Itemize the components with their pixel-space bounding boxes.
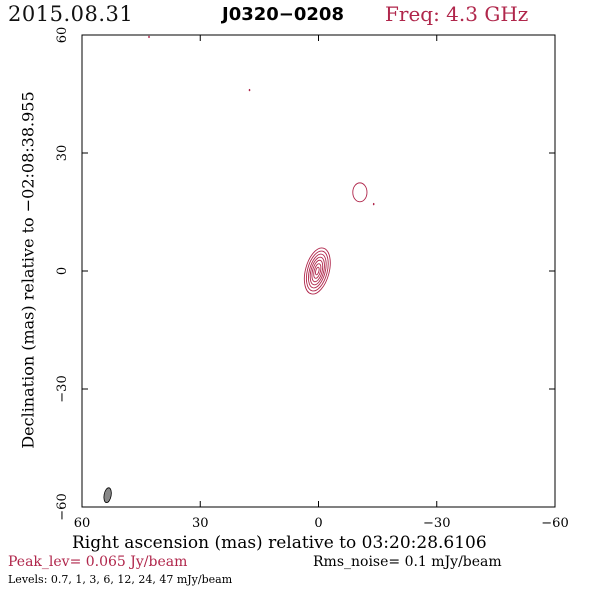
jet-component-contour: [352, 182, 368, 203]
noise-speck: [372, 202, 375, 206]
peak-level: Peak_lev= 0.065 Jy/beam: [8, 554, 188, 570]
x-tick-label: 30: [192, 516, 209, 531]
core-contour: [303, 247, 331, 295]
core-contour: [315, 266, 320, 276]
axis-layer: 60 30 0 −30 −60 −60 −30 0 30 60: [55, 27, 569, 531]
source-name: J0320−0208: [222, 4, 344, 25]
frequency-label: Freq: 4.3 GHz: [385, 2, 529, 26]
y-tick-label: −30: [55, 375, 70, 402]
noise-speck: [248, 88, 251, 92]
x-tick-label: −60: [541, 516, 568, 531]
y-axis-label: Declination (mas) relative to −02:08:38.…: [18, 91, 38, 449]
y-tick-label: −60: [55, 493, 70, 520]
noise-speck: [148, 35, 150, 39]
core-contour: [309, 256, 325, 286]
y-tick-label: 0: [55, 267, 70, 275]
y-tick-label: 30: [55, 145, 70, 162]
x-axis-label: Right ascension (mas) relative to 03:20:…: [72, 533, 487, 553]
map-layer: [103, 35, 375, 504]
beam-ellipse: [103, 487, 112, 504]
y-tick-label: 60: [55, 27, 70, 44]
core-contour: [311, 259, 324, 283]
rms-noise: Rms_noise= 0.1 mJy/beam: [313, 554, 502, 570]
observation-date: 2015.08.31: [8, 2, 134, 26]
core-contour: [308, 253, 327, 289]
core-contour: [313, 263, 322, 279]
contour-levels: Levels: 0.7, 1, 3, 6, 12, 24, 47 mJy/bea…: [8, 573, 233, 586]
core-contour: [305, 250, 329, 292]
x-tick-label: −30: [423, 516, 450, 531]
x-tick-label: 0: [314, 516, 322, 531]
x-tick-label: 60: [74, 516, 91, 531]
